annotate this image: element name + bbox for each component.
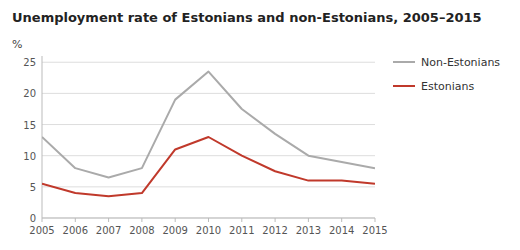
x-tick-label: 2006 xyxy=(63,225,88,236)
x-tick-label: 2011 xyxy=(229,225,254,236)
x-tick xyxy=(208,218,209,222)
x-tick-label: 2014 xyxy=(329,225,354,236)
x-tick xyxy=(308,218,309,222)
y-tick-label: 25 xyxy=(23,57,36,68)
x-tick xyxy=(108,218,109,222)
legend-swatch xyxy=(393,85,415,87)
lines xyxy=(42,72,375,197)
x-tick-label: 2007 xyxy=(96,225,121,236)
x-tick-label: 2005 xyxy=(29,225,54,236)
x-tick xyxy=(375,218,376,222)
grid-line xyxy=(42,155,375,156)
legend-swatch xyxy=(393,61,415,63)
y-tick-label: 5 xyxy=(30,182,36,193)
chart-container: Unemployment rate of Estonians and non-E… xyxy=(0,0,520,250)
x-tick-label: 2010 xyxy=(196,225,221,236)
x-tick xyxy=(241,218,242,222)
x-tick-label: 2008 xyxy=(129,225,154,236)
x-tick xyxy=(42,218,43,222)
x-tick xyxy=(75,218,76,222)
chart-svg: Unemployment rate of Estonians and non-E… xyxy=(0,0,520,250)
x-tick xyxy=(175,218,176,222)
series-line xyxy=(42,137,375,196)
x-tick xyxy=(341,218,342,222)
legend-label: Estonians xyxy=(421,80,474,93)
y-tick-label: 15 xyxy=(23,120,36,131)
legend-label: Non-Estonians xyxy=(421,56,500,69)
x-tick-label: 2015 xyxy=(362,225,387,236)
x-tick-label: 2012 xyxy=(262,225,287,236)
legend: Non-Estonians Estonians xyxy=(393,56,500,93)
x-tick xyxy=(275,218,276,222)
x-tick-label: 2009 xyxy=(162,225,187,236)
title: Unemployment rate of Estonians and non-E… xyxy=(12,10,482,25)
grid-line xyxy=(42,93,375,94)
y-tick-label: 20 xyxy=(23,88,36,99)
x-axis: 2005 2006 2007 2008 2009 2010 2011 2012 2013 2014… xyxy=(29,218,387,236)
grid-line xyxy=(42,62,375,63)
grid-line xyxy=(42,186,375,187)
y-tick-label: 0 xyxy=(30,213,36,224)
y-tick-label: 10 xyxy=(23,151,36,162)
x-tick xyxy=(141,218,142,222)
y-axis-label: % xyxy=(12,38,22,51)
y-axis: 0 5 10 15 20 25 xyxy=(23,56,375,224)
grid-line xyxy=(42,124,375,125)
series-line xyxy=(42,72,375,178)
x-tick-label: 2013 xyxy=(296,225,321,236)
